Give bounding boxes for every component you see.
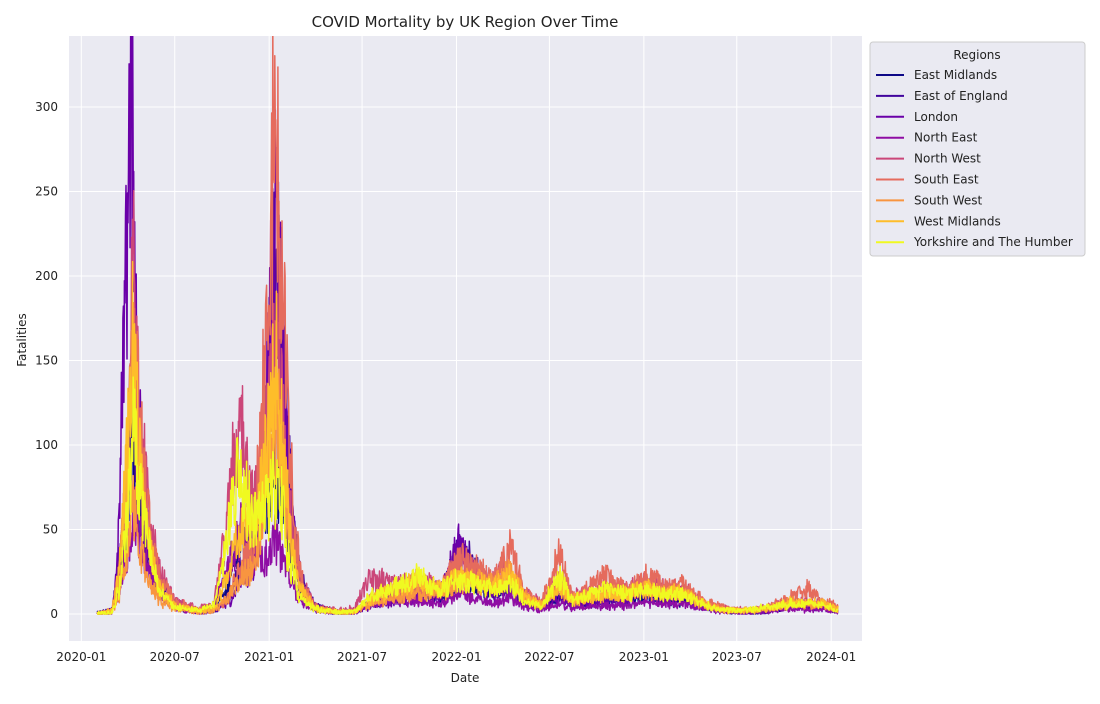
legend-items: East Midlands East of England London North …: [876, 68, 1073, 249]
series-layer: [96, 36, 839, 615]
x-tick-label: 2023-07: [712, 650, 762, 664]
legend-label: North West: [914, 152, 981, 166]
y-tick-label: 50: [43, 522, 58, 536]
x-tick-label: 2021-07: [337, 650, 387, 664]
tick-labels: 2020-01 2020-07 2021-01 2021-07 2022-01 2022-…: [35, 100, 856, 664]
x-axis-label: Date: [451, 671, 480, 685]
x-tick-label: 2022-07: [524, 650, 574, 664]
legend-label: North East: [914, 131, 978, 145]
series-line: [96, 479, 839, 615]
x-tick-label: 2023-01: [619, 650, 669, 664]
x-tick-label: 2021-01: [244, 650, 294, 664]
y-tick-label: 150: [35, 353, 58, 367]
series-line: [96, 376, 839, 615]
y-tick-label: 250: [35, 184, 58, 198]
y-tick-label: 200: [35, 269, 58, 283]
x-tick-label: 2020-07: [150, 650, 200, 664]
x-tick-label: 2022-01: [431, 650, 481, 664]
legend-box: [869, 41, 1086, 257]
legend-label: South East: [914, 173, 979, 187]
y-tick-label: 0: [50, 607, 58, 621]
legend-label: South West: [914, 193, 982, 207]
legend: Regions East Midlands East of England Lond…: [869, 41, 1086, 257]
y-axis-label: Fatalities: [15, 313, 29, 367]
legend-label: West Midlands: [914, 214, 1001, 228]
y-tick-label: 300: [35, 100, 58, 114]
legend-title: Regions: [953, 48, 1000, 62]
legend-label: East Midlands: [914, 68, 997, 82]
y-tick-label: 100: [35, 438, 58, 452]
legend-label: Yorkshire and The Humber: [913, 235, 1073, 249]
x-tick-label: 2020-01: [56, 650, 106, 664]
x-tick-label: 2024-01: [806, 650, 856, 664]
chart-title: COVID Mortality by UK Region Over Time: [312, 13, 619, 31]
legend-label: London: [914, 110, 958, 124]
legend-label: East of England: [914, 89, 1008, 103]
